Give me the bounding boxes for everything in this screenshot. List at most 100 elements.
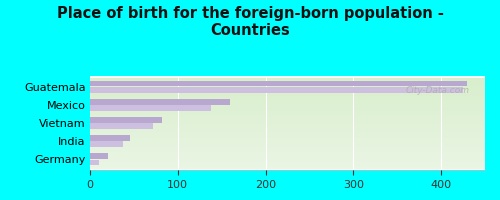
Bar (90, 84, 485, 85)
Bar (90, 99, 230, 105)
Bar (90, 80, 485, 81)
Bar (90, 101, 485, 102)
Bar (90, 79, 485, 80)
Bar (90, 143, 485, 144)
Bar (90, 142, 485, 143)
Bar (90, 164, 485, 165)
Bar (90, 132, 485, 133)
Bar (90, 100, 485, 101)
Bar (90, 93, 485, 94)
Bar (90, 88, 485, 89)
Bar (90, 146, 485, 147)
Bar (90, 121, 485, 122)
Bar (90, 148, 485, 149)
Bar (90, 141, 485, 142)
Bar (90, 153, 108, 159)
Bar (90, 131, 485, 132)
Bar (90, 112, 485, 113)
Bar (90, 136, 485, 137)
Bar (90, 122, 485, 123)
Bar (90, 152, 485, 153)
Bar (90, 98, 485, 99)
Bar (90, 133, 485, 134)
Bar (90, 119, 485, 120)
Bar (90, 135, 485, 136)
Bar (90, 123, 485, 124)
Bar (90, 147, 485, 148)
Bar (90, 135, 130, 141)
Bar (90, 85, 485, 86)
Bar (90, 103, 485, 104)
Bar (90, 134, 485, 135)
Bar (90, 129, 485, 130)
Bar (90, 83, 485, 84)
Bar (90, 126, 485, 127)
Bar (90, 113, 485, 114)
Bar (90, 116, 485, 117)
Bar (90, 87, 463, 93)
Bar (90, 97, 485, 98)
Bar (90, 115, 485, 116)
Text: City-Data.com: City-Data.com (406, 86, 470, 95)
Bar (90, 149, 485, 150)
Bar (90, 99, 485, 100)
Bar (90, 127, 485, 128)
Bar (90, 110, 485, 111)
Bar (90, 117, 162, 123)
Bar (90, 81, 485, 82)
Bar (90, 141, 124, 147)
Bar (90, 138, 485, 139)
Bar (90, 151, 485, 152)
Bar (90, 156, 485, 157)
Bar (90, 123, 153, 129)
Bar (90, 118, 485, 119)
Bar (90, 163, 485, 164)
Bar (90, 144, 485, 145)
Bar (90, 154, 485, 155)
Bar (90, 166, 485, 167)
Bar (90, 91, 485, 92)
Bar (90, 155, 485, 156)
Bar (90, 153, 485, 154)
Bar (90, 137, 485, 138)
Bar (90, 159, 485, 160)
Bar (90, 165, 485, 166)
Bar (90, 130, 485, 131)
Bar (90, 106, 485, 107)
Bar (90, 108, 485, 109)
Bar (90, 128, 485, 129)
Bar (90, 157, 485, 158)
Bar (90, 140, 485, 141)
Bar (90, 125, 485, 126)
Bar (90, 78, 485, 79)
Bar (90, 117, 485, 118)
Bar (90, 160, 485, 161)
Bar (90, 87, 485, 88)
Bar (90, 102, 485, 103)
Bar (90, 139, 485, 140)
Bar (90, 160, 99, 165)
Bar (90, 145, 485, 146)
Bar (90, 95, 485, 96)
Bar (90, 90, 485, 91)
Bar (90, 114, 485, 115)
Bar (90, 167, 485, 168)
Bar (90, 162, 485, 163)
Bar (90, 92, 485, 93)
Bar (90, 111, 485, 112)
Bar (90, 109, 485, 110)
Bar (90, 120, 485, 121)
Text: Place of birth for the foreign-born population -
Countries: Place of birth for the foreign-born popu… (56, 6, 444, 38)
Bar (90, 86, 485, 87)
Bar (90, 124, 485, 125)
Bar (90, 89, 485, 90)
Bar (90, 81, 468, 86)
Bar (90, 161, 485, 162)
Bar (90, 150, 485, 151)
Bar (90, 82, 485, 83)
Bar (90, 104, 485, 105)
Bar (90, 158, 485, 159)
Bar (90, 105, 211, 111)
Bar (90, 107, 485, 108)
Bar (90, 105, 485, 106)
